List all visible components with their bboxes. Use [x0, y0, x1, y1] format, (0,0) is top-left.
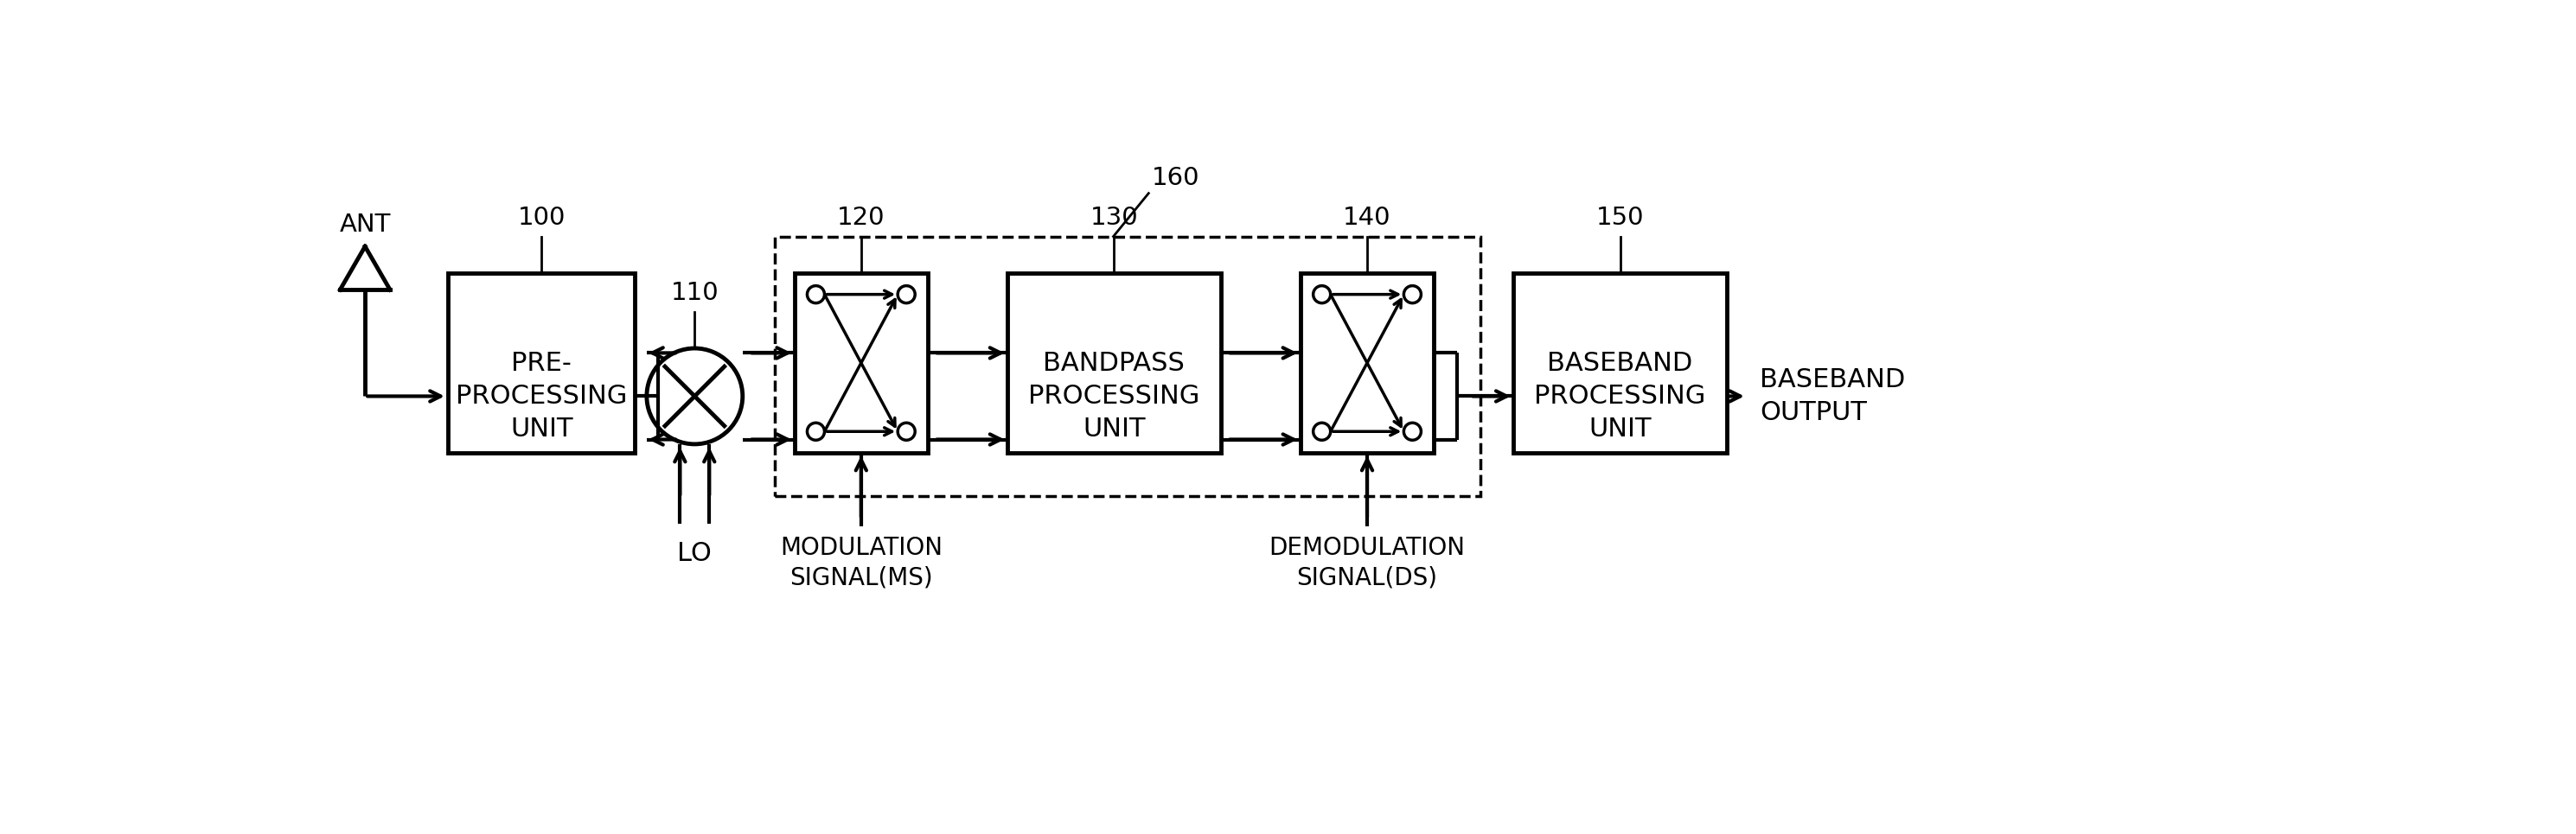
Text: BASEBAND
OUTPUT: BASEBAND OUTPUT	[1759, 367, 1906, 425]
Text: 130: 130	[1090, 206, 1139, 230]
Text: BASEBAND
PROCESSING
UNIT: BASEBAND PROCESSING UNIT	[1535, 350, 1705, 442]
FancyBboxPatch shape	[775, 237, 1481, 496]
FancyBboxPatch shape	[1515, 273, 1726, 453]
Text: ANT: ANT	[340, 213, 392, 237]
FancyBboxPatch shape	[1007, 273, 1221, 453]
Text: PRE-
PROCESSING
UNIT: PRE- PROCESSING UNIT	[456, 350, 629, 442]
Text: MODULATION
SIGNAL(MS): MODULATION SIGNAL(MS)	[781, 536, 943, 590]
FancyBboxPatch shape	[1301, 273, 1435, 453]
Text: LO: LO	[677, 540, 711, 565]
Text: DEMODULATION
SIGNAL(DS): DEMODULATION SIGNAL(DS)	[1270, 536, 1466, 590]
Text: 120: 120	[837, 206, 886, 230]
Text: 160: 160	[1151, 166, 1200, 190]
Text: 140: 140	[1342, 206, 1391, 230]
Text: 110: 110	[670, 281, 719, 305]
Text: BANDPASS
PROCESSING
UNIT: BANDPASS PROCESSING UNIT	[1028, 350, 1200, 442]
Text: 150: 150	[1597, 206, 1643, 230]
FancyBboxPatch shape	[793, 273, 927, 453]
Text: 100: 100	[518, 206, 567, 230]
FancyBboxPatch shape	[448, 273, 634, 453]
